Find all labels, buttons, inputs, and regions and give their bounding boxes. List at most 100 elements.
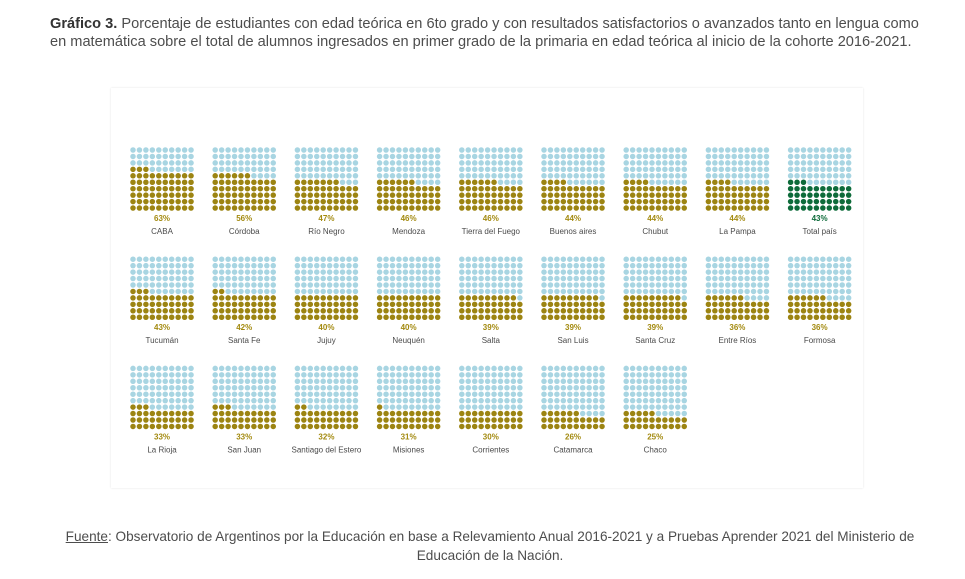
waffle-dot-empty <box>599 153 605 160</box>
waffle-dot-filled <box>402 314 409 320</box>
waffle-dot-filled <box>346 308 352 314</box>
waffle-dot-empty <box>629 391 636 397</box>
waffle-dot-filled <box>839 308 845 314</box>
waffle-dot-empty <box>459 166 465 173</box>
waffle-dot-filled <box>649 423 655 430</box>
waffle-dot-empty <box>156 391 162 397</box>
waffle-dot-filled <box>623 198 629 205</box>
waffle-dot-empty <box>599 269 605 275</box>
waffle-dot-filled <box>629 198 636 205</box>
waffle-dot-filled <box>130 166 136 173</box>
waffle-dot-empty <box>547 166 554 173</box>
waffle-dot-filled <box>383 185 389 192</box>
waffle-category-label: Formosa <box>804 336 836 345</box>
waffle-dot-filled <box>629 423 636 430</box>
waffle-dot-empty <box>750 282 757 288</box>
waffle-dot-filled <box>484 198 491 205</box>
waffle-dot-empty <box>383 147 389 153</box>
waffle-dot-empty <box>547 269 554 275</box>
waffle-dot-filled <box>567 314 573 320</box>
waffle-dot-empty <box>636 147 642 153</box>
waffle-dot-filled <box>592 205 599 211</box>
waffle-dot-empty <box>307 391 314 397</box>
waffle-dot-empty <box>623 160 629 166</box>
waffle-dot-empty <box>264 275 270 282</box>
waffle-dot-empty <box>629 397 636 404</box>
waffle-dot-filled <box>225 192 231 198</box>
waffle-dot-filled <box>813 301 820 308</box>
waffle-dot-filled <box>130 198 136 205</box>
waffle-dot-empty <box>567 378 573 385</box>
waffle-dot-empty <box>402 153 409 160</box>
waffle-value-label: 63% <box>154 214 170 223</box>
waffle-dot-empty <box>497 282 504 288</box>
waffle-dot-empty <box>547 173 554 179</box>
waffle-dot-empty <box>573 365 579 372</box>
waffle-dot-empty <box>471 372 478 378</box>
waffle-dot-filled <box>787 295 794 301</box>
waffle-dot-filled <box>560 198 567 205</box>
waffle-dot-empty <box>326 173 333 179</box>
waffle-dot-empty <box>839 256 845 262</box>
waffle-dot-empty <box>517 404 523 410</box>
waffle-dot-filled <box>307 308 314 314</box>
waffle-dot-filled <box>794 308 800 314</box>
waffle-dot-empty <box>389 372 396 378</box>
waffle-dot-empty <box>162 256 168 262</box>
waffle-dot-empty <box>422 179 428 185</box>
waffle-dot-empty <box>725 166 731 173</box>
waffle-dot-empty <box>662 410 668 417</box>
waffle-dot-empty <box>402 256 409 262</box>
waffle-dot-empty <box>339 173 346 179</box>
waffle-dot-filled <box>294 301 301 308</box>
waffle-dot-filled <box>434 295 441 301</box>
waffle-dot-filled <box>787 205 794 211</box>
waffle-dot-empty <box>510 385 517 391</box>
waffle-dot-empty <box>484 282 491 288</box>
waffle-dot-empty <box>339 269 346 275</box>
waffle-dot-empty <box>554 173 560 179</box>
waffle-dot-empty <box>636 397 642 404</box>
waffle-dot-empty <box>642 166 649 173</box>
waffle-dot-empty <box>422 262 428 269</box>
waffle-dot-filled <box>705 205 712 211</box>
waffle-dot-filled <box>175 192 181 198</box>
waffle-dot-empty <box>649 282 655 288</box>
waffle-dot-empty <box>471 166 478 173</box>
waffle-dot-empty <box>130 147 136 153</box>
waffle-dot-filled <box>725 192 731 198</box>
waffle-dot-empty <box>346 404 352 410</box>
waffle-dot-filled <box>162 314 168 320</box>
waffle-dot-empty <box>422 275 428 282</box>
waffle-dot-filled <box>484 185 491 192</box>
waffle-dot-filled <box>459 179 465 185</box>
waffle-dot-empty <box>428 275 434 282</box>
waffle-category-label: CABA <box>151 227 173 236</box>
waffle-dot-empty <box>149 160 156 166</box>
waffle-dot-filled <box>225 417 231 423</box>
waffle-dot-empty <box>175 147 181 153</box>
waffle-dot-filled <box>586 417 592 423</box>
waffle-dot-empty <box>668 262 675 269</box>
waffle-dot-empty <box>668 288 675 295</box>
waffle-dot-empty <box>409 275 415 282</box>
waffle-dot-empty <box>579 378 586 385</box>
waffle-dot-empty <box>422 256 428 262</box>
waffle-dot-empty <box>592 397 599 404</box>
waffle-dot-filled <box>839 198 845 205</box>
waffle-dot-empty <box>422 365 428 372</box>
waffle-dot-empty <box>264 372 270 378</box>
waffle-dot-empty <box>415 404 422 410</box>
waffle-dot-empty <box>149 288 156 295</box>
waffle-dot-filled <box>541 423 547 430</box>
waffle-dot-empty <box>510 288 517 295</box>
waffle-dot-empty <box>415 160 422 166</box>
waffle-dot-empty <box>623 275 629 282</box>
waffle-dot-empty <box>428 166 434 173</box>
waffle-dot-empty <box>820 166 826 173</box>
waffle-dot-filled <box>188 410 194 417</box>
waffle-dot-filled <box>636 314 642 320</box>
waffle-dot-filled <box>188 198 194 205</box>
waffle-dot-filled <box>800 314 807 320</box>
waffle-dot-filled <box>668 205 675 211</box>
